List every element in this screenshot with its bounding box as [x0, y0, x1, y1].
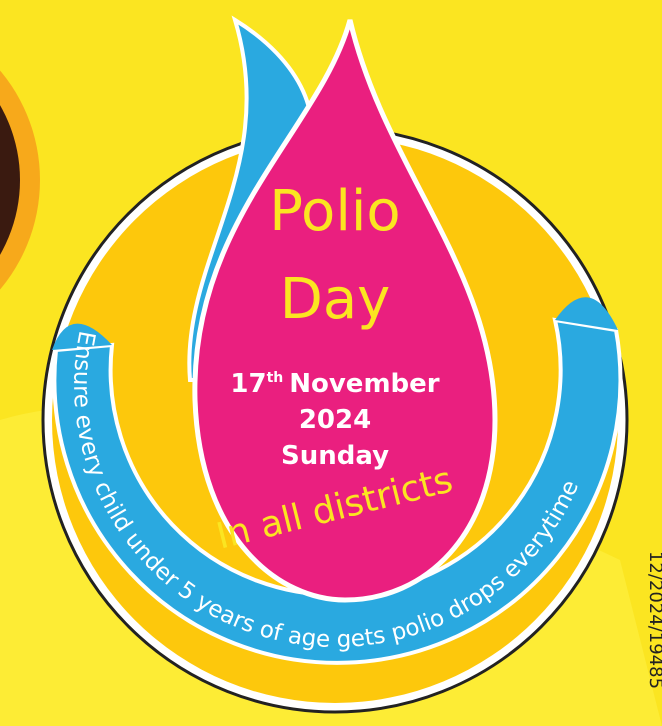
page: Polio Day 17thNovember 2024 Sunday In al… [0, 0, 662, 726]
title-line1: Polio [269, 179, 400, 244]
year: 2024 [299, 405, 371, 435]
side-code: 12/2024/19485 [645, 551, 662, 689]
date-month: November [289, 369, 440, 399]
title-line2: Day [280, 267, 391, 332]
poster: Polio Day 17thNovember 2024 Sunday In al… [0, 0, 662, 726]
date-day: 17 [230, 369, 266, 399]
date-suffix: th [267, 370, 284, 386]
date: 17th November [230, 369, 439, 399]
weekday: Sunday [281, 441, 389, 471]
